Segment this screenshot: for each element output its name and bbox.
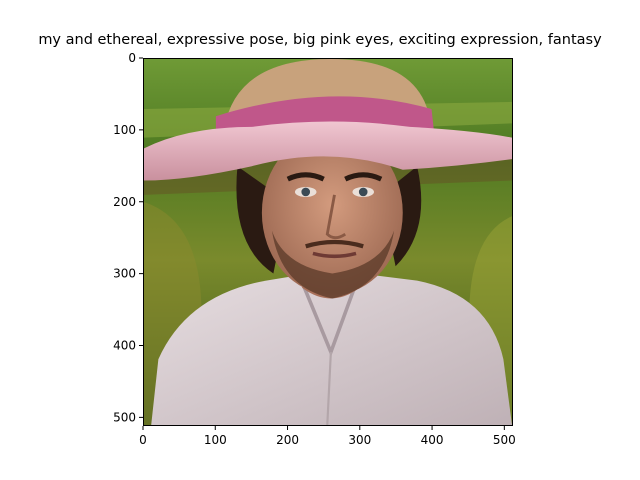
eyebrow-right	[344, 172, 383, 182]
image-axes	[143, 58, 513, 426]
y-tick-label: 0	[128, 51, 136, 65]
mustache	[305, 239, 364, 249]
shirt-placket	[326, 352, 332, 425]
portrait-image	[144, 59, 512, 425]
x-tick-label: 200	[276, 433, 299, 447]
mouth	[312, 251, 357, 259]
eyebrow-left	[286, 172, 325, 182]
x-tick-label: 500	[493, 433, 516, 447]
y-tick-label: 200	[113, 195, 136, 209]
y-tick-label: 400	[113, 339, 136, 353]
y-tick-label: 300	[113, 267, 136, 281]
beard	[271, 230, 395, 299]
x-tick-label: 0	[139, 433, 147, 447]
figure-title: my and ethereal, expressive pose, big pi…	[38, 32, 602, 48]
iris-right	[358, 187, 368, 197]
x-tick-label: 300	[348, 433, 371, 447]
hat-brim	[144, 121, 512, 181]
y-tick-label: 100	[113, 123, 136, 137]
x-tick-label: 400	[421, 433, 444, 447]
y-tick-label: 500	[113, 410, 136, 424]
x-tick-label: 100	[204, 433, 227, 447]
nose	[325, 194, 347, 240]
iris-left	[301, 187, 311, 197]
